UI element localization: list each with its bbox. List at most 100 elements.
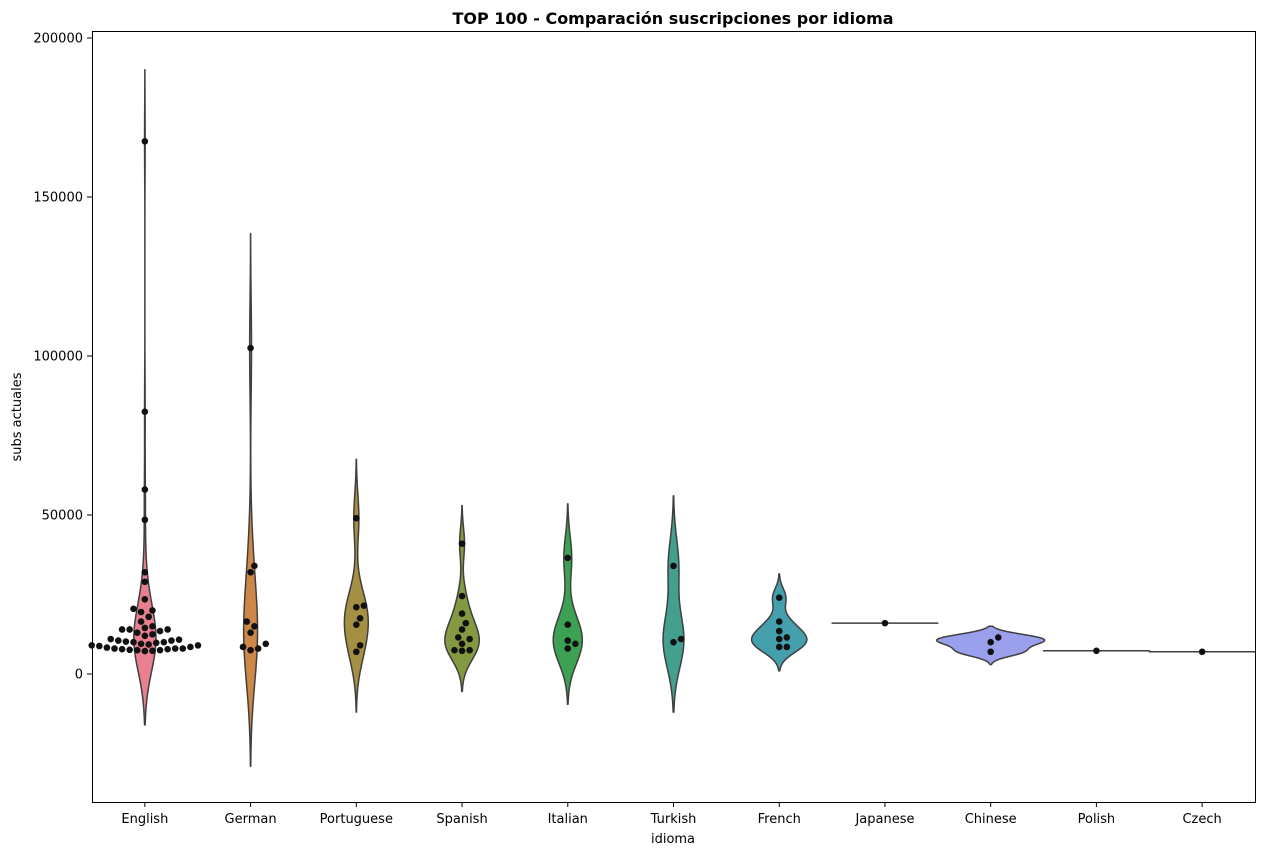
data-point-english	[137, 618, 145, 625]
data-point-portuguese	[356, 615, 364, 622]
x-tick-label: Czech	[1182, 812, 1221, 827]
data-point-turkish	[670, 562, 677, 570]
y-tick-label: 50000	[42, 509, 83, 524]
data-point-english	[145, 613, 152, 621]
chart-title: TOP 100 - Comparación suscripciones por …	[452, 9, 893, 28]
y-tick-label: 100000	[33, 350, 83, 365]
data-point-german	[247, 629, 254, 636]
data-point-english	[168, 637, 175, 644]
data-point-english	[115, 637, 122, 644]
data-point-chinese	[994, 634, 1002, 641]
data-point-spanish	[458, 647, 466, 655]
violin-portuguese	[343, 458, 369, 713]
data-point-chinese	[987, 638, 994, 646]
data-point-german	[251, 562, 258, 570]
data-point-german	[247, 568, 254, 576]
x-tick-label: Italian	[548, 812, 588, 827]
data-point-czech	[1198, 648, 1206, 656]
data-point-german	[262, 640, 270, 648]
data-point-english	[187, 643, 194, 651]
data-point-english	[141, 516, 149, 524]
violin-german	[242, 232, 259, 767]
data-point-portuguese	[353, 603, 360, 611]
data-point-spanish	[466, 635, 473, 643]
data-point-english	[96, 642, 103, 650]
data-point-english	[164, 626, 171, 633]
data-point-portuguese	[356, 642, 364, 649]
data-point-english	[149, 623, 156, 630]
data-point-english	[118, 645, 126, 653]
data-point-english	[122, 638, 130, 645]
data-point-french	[775, 627, 783, 635]
data-point-german	[254, 645, 262, 652]
data-point-english	[141, 568, 149, 576]
x-axis: English German Portuguese Spanish Italian Tur…	[121, 802, 1222, 827]
x-tick-label: Polish	[1078, 812, 1116, 827]
data-point-french	[775, 643, 783, 651]
y-tick-label: 0	[75, 668, 83, 683]
plot-area	[88, 69, 1256, 767]
data-point-italian	[564, 645, 572, 652]
data-point-spanish	[454, 634, 462, 641]
data-point-italian	[564, 637, 572, 644]
data-point-english	[126, 626, 133, 633]
data-point-spanish	[458, 626, 466, 633]
data-point-french	[775, 618, 783, 625]
data-point-french	[775, 594, 783, 601]
data-point-english	[152, 639, 160, 647]
x-tick-label: German	[225, 812, 277, 827]
y-axis-label: subs actuales	[10, 372, 25, 461]
x-tick-label: French	[758, 812, 801, 827]
data-point-german	[251, 623, 258, 630]
data-point-english	[103, 644, 111, 651]
x-axis-label: idioma	[651, 832, 695, 847]
data-point-english	[156, 627, 164, 635]
data-point-french	[783, 643, 791, 651]
data-point-english	[118, 626, 126, 633]
data-point-spanish	[458, 610, 466, 617]
data-point-english	[88, 642, 96, 649]
data-point-english	[164, 645, 171, 653]
data-point-english	[149, 607, 156, 614]
x-tick-label: Portuguese	[320, 812, 393, 827]
data-point-english	[141, 632, 149, 640]
data-point-english	[171, 645, 179, 652]
data-point-english	[149, 647, 156, 655]
data-point-english	[137, 640, 145, 648]
data-point-english	[141, 138, 149, 145]
violin-english	[133, 69, 157, 726]
data-point-english	[141, 624, 149, 632]
x-tick-label: English	[121, 812, 168, 827]
data-point-english	[130, 638, 137, 646]
data-point-spanish	[458, 540, 466, 547]
data-point-english	[160, 638, 168, 646]
data-point-german	[243, 618, 251, 625]
data-point-english	[141, 408, 149, 415]
data-point-english	[133, 629, 141, 636]
data-point-portuguese	[360, 602, 368, 609]
data-point-french	[775, 635, 783, 643]
data-point-english	[141, 486, 149, 493]
data-point-chinese	[987, 648, 994, 656]
data-point-english	[149, 630, 156, 638]
data-point-spanish	[451, 646, 458, 654]
data-point-english	[145, 641, 152, 648]
data-point-turkish	[670, 638, 677, 646]
data-point-spanish	[458, 592, 466, 600]
data-point-turkish	[677, 635, 685, 643]
data-point-spanish	[462, 619, 470, 627]
data-point-english	[141, 647, 149, 655]
data-point-portuguese	[353, 621, 360, 629]
x-tick-label: Japanese	[854, 812, 914, 827]
x-tick-label: Chinese	[965, 812, 1017, 827]
data-point-italian	[572, 640, 579, 648]
data-point-italian	[564, 554, 572, 562]
data-point-spanish	[458, 640, 466, 648]
data-point-english	[141, 578, 149, 586]
data-point-portuguese	[353, 648, 360, 656]
x-tick-label: Spanish	[436, 812, 487, 827]
data-point-english	[133, 646, 141, 654]
data-point-english	[179, 645, 187, 652]
data-point-english	[111, 645, 118, 652]
